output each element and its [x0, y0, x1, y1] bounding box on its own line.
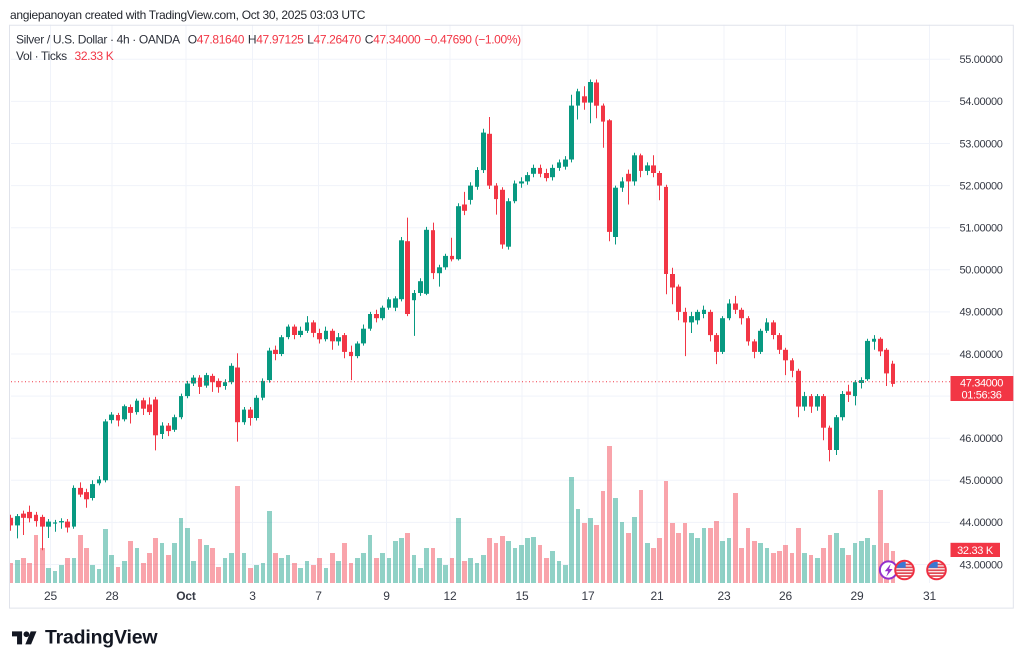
svg-text:Oct: Oct — [176, 589, 196, 603]
svg-text:32.33 K: 32.33 K — [75, 49, 114, 63]
svg-text:31: 31 — [923, 589, 936, 603]
svg-text:53.00000: 53.00000 — [960, 138, 1003, 150]
svg-text:25: 25 — [44, 589, 57, 603]
svg-text:21: 21 — [651, 589, 664, 603]
svg-text:15: 15 — [516, 589, 529, 603]
svg-text:47.34000: 47.34000 — [960, 378, 1003, 390]
svg-text:angiepanoyan created with Trad: angiepanoyan created with TradingView.co… — [10, 8, 366, 22]
svg-text:43.00000: 43.00000 — [960, 559, 1003, 571]
svg-text:Silver / U.S. Dollar · 4h · OA: Silver / U.S. Dollar · 4h · OANDA — [16, 32, 180, 46]
svg-text:26: 26 — [779, 589, 792, 603]
svg-text:29: 29 — [851, 589, 864, 603]
svg-text:50.00000: 50.00000 — [960, 265, 1003, 277]
svg-text:Vol · Ticks: Vol · Ticks — [16, 49, 67, 63]
svg-text:01:56:36: 01:56:36 — [961, 389, 1001, 401]
svg-text:48.00000: 48.00000 — [960, 349, 1003, 361]
svg-text:O47.81640: O47.81640 — [188, 32, 245, 46]
svg-text:9: 9 — [383, 589, 390, 603]
svg-text:17: 17 — [582, 589, 595, 603]
svg-text:3: 3 — [249, 589, 256, 603]
svg-text:28: 28 — [106, 589, 119, 603]
svg-text:23: 23 — [718, 589, 731, 603]
svg-text:−0.47690 (−1.00%): −0.47690 (−1.00%) — [424, 32, 521, 46]
svg-text:55.00000: 55.00000 — [960, 54, 1003, 66]
svg-text:49.00000: 49.00000 — [960, 307, 1003, 319]
svg-text:H47.97125: H47.97125 — [248, 32, 304, 46]
svg-text:52.00000: 52.00000 — [960, 180, 1003, 192]
svg-text:46.00000: 46.00000 — [960, 433, 1003, 445]
svg-text:54.00000: 54.00000 — [960, 96, 1003, 108]
svg-text:7: 7 — [315, 589, 322, 603]
svg-text:51.00000: 51.00000 — [960, 223, 1003, 235]
svg-text:32.33 K: 32.33 K — [957, 545, 994, 557]
svg-text:TradingView: TradingView — [45, 627, 158, 649]
svg-text:L47.26470: L47.26470 — [307, 32, 361, 46]
svg-text:45.00000: 45.00000 — [960, 475, 1003, 487]
svg-text:44.00000: 44.00000 — [960, 517, 1003, 529]
svg-text:12: 12 — [444, 589, 457, 603]
svg-text:C47.34000: C47.34000 — [365, 32, 421, 46]
